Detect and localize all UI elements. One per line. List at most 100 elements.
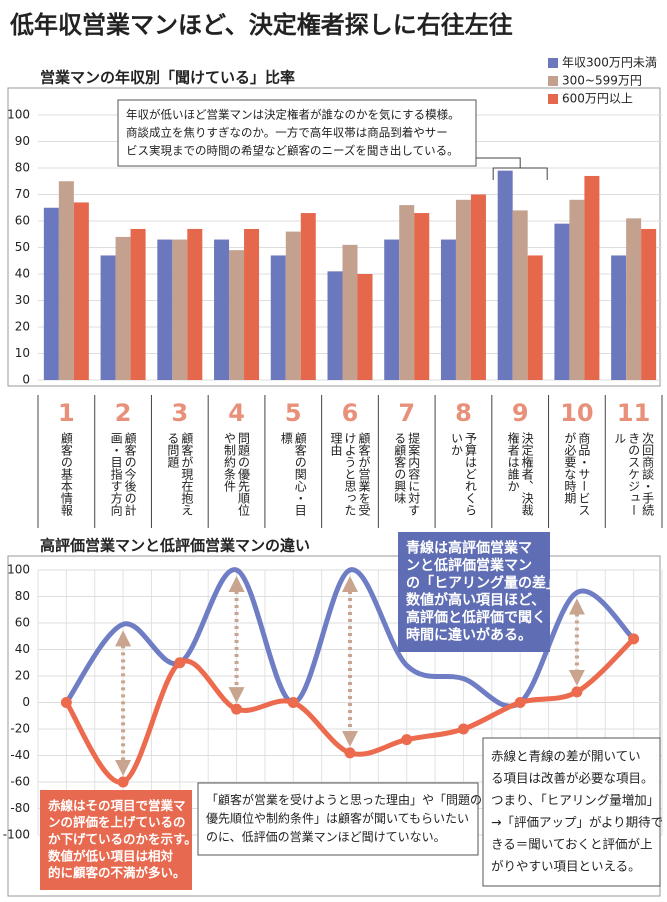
annotation-text: 数値が低い項目は相対 <box>47 848 174 863</box>
annotation-text: 高評価と低評価で聞く <box>406 609 546 626</box>
category-description-cell: 顧客の今後の計画・目指す方向 <box>95 432 152 528</box>
bar <box>229 250 245 380</box>
bar <box>300 213 316 380</box>
annotation-text: 「顧客が営業を受けようと思った理由」や「問題の <box>206 792 482 807</box>
category-description: 提案内容に対する顧客の興味 <box>392 432 421 516</box>
y-tick-label: 20 <box>15 320 30 334</box>
y-tick-label: 70 <box>15 187 30 201</box>
category-description: 商品・サービスが必要な時期 <box>562 432 591 516</box>
annotation-text: 年収が低いほど営業マンは決定権者が誰なのかを気にする模様。 <box>126 108 460 122</box>
annotation-text: ンの評価を上げているの <box>48 815 186 830</box>
category-number: 2 <box>115 399 132 427</box>
annotation-box <box>117 99 477 167</box>
bar <box>414 213 430 380</box>
annotation-text: ビス実現までの時間の希望など顧客のニーズを聞き出している。 <box>126 144 459 158</box>
legend-label: 300~599万円 <box>562 74 642 88</box>
point <box>174 657 186 669</box>
category-description-cell: 予算はどれくらいか <box>435 432 492 528</box>
y-tick-label: -60 <box>10 775 30 789</box>
point <box>457 723 469 735</box>
bar <box>157 239 173 380</box>
bar <box>187 228 203 380</box>
legend-label: 600万円以上 <box>562 92 633 106</box>
annotation-box <box>482 737 661 887</box>
annotation-text: のに、低評価の営業マンほど聞けていない。 <box>206 829 446 844</box>
annotation-text: か下げているのかを示す。 <box>48 832 197 847</box>
point <box>117 776 129 788</box>
legend-swatch <box>548 76 558 86</box>
y-tick-label: -100 <box>3 828 30 842</box>
bar <box>527 255 543 380</box>
point <box>571 686 583 698</box>
y-tick-label: 100 <box>7 563 30 577</box>
bar <box>73 202 89 380</box>
bar <box>285 231 301 380</box>
legend-swatch <box>548 94 558 104</box>
annotation-text: 赤線と青線の差が開いてい <box>491 749 641 764</box>
category-description: 顧客の今後の計画・目指す方向 <box>109 432 138 516</box>
point <box>514 697 526 708</box>
point <box>287 697 299 708</box>
category-number: 8 <box>455 399 472 427</box>
bar <box>569 199 585 380</box>
legend-label: 年収300万円未満 <box>562 56 657 70</box>
line-series <box>64 637 636 785</box>
bar <box>342 244 358 380</box>
bar <box>244 228 260 380</box>
point <box>401 734 413 746</box>
y-tick-label: 0 <box>22 373 30 387</box>
annotation-box <box>197 782 479 856</box>
category-number: 9 <box>512 399 529 427</box>
y-tick-label: 80 <box>15 161 30 175</box>
category-description-cell: 顧客が営業を受けようと思った理由 <box>322 432 379 528</box>
bar <box>58 181 74 380</box>
annotation-text: 優先順位や制約条件」は顧客が聞いてもらいたい <box>206 811 469 826</box>
category-description: 決定権者、決裁権者は誰か <box>506 432 535 516</box>
category-description: 次回商談・手続きのスケジュール <box>612 432 655 516</box>
annotation-text: つまり、「ヒアリング量増加」 <box>491 793 659 808</box>
annotation-text: きる＝聞いておくと評価が上 <box>491 837 653 852</box>
bar <box>43 207 59 380</box>
category-number: 6 <box>342 399 359 427</box>
bar <box>440 239 456 380</box>
bar <box>470 194 486 380</box>
bar <box>384 239 400 380</box>
bar <box>399 205 415 380</box>
bar <box>554 223 570 380</box>
category-description-cell: 問題の優先順位や制約条件 <box>208 432 265 528</box>
category-number: 11 <box>617 399 650 427</box>
bar <box>270 255 286 380</box>
annotation-text: 時間に違いがある。 <box>406 626 532 643</box>
category-number: 3 <box>171 399 188 427</box>
annotation-text: 数値が高い項目ほど、 <box>406 592 545 609</box>
y-tick-label: 90 <box>15 134 30 148</box>
annotation-box <box>398 532 550 652</box>
category-description: 顧客が現在抱える問題 <box>165 432 194 516</box>
y-tick-label: 40 <box>15 642 30 656</box>
point <box>231 703 243 715</box>
y-tick-label: 0 <box>22 695 30 709</box>
bar <box>584 175 600 380</box>
annotation-box <box>40 790 192 890</box>
category-description: 顧客の関心・目標 <box>279 432 308 516</box>
category-description-cell: 顧客の基本情報 <box>38 432 95 528</box>
line-series <box>64 567 636 709</box>
annotation-text: →「評価アップ」がより期待で <box>491 815 663 830</box>
bar <box>327 271 343 380</box>
bar <box>641 228 657 380</box>
annotation-text: 青線は高評価営業マ <box>406 540 532 557</box>
legend-swatch <box>548 58 558 68</box>
category-number: 4 <box>228 399 245 427</box>
category-description-cell: 提案内容に対する顧客の興味 <box>378 432 435 528</box>
bar <box>611 255 627 380</box>
category-description: 問題の優先順位や制約条件 <box>222 432 251 516</box>
category-number: 1 <box>58 399 75 427</box>
category-number: 7 <box>398 399 415 427</box>
bar <box>115 236 131 380</box>
category-description-cell: 次回商談・手続きのスケジュール <box>605 432 662 528</box>
point <box>60 697 72 708</box>
bar <box>100 255 116 380</box>
annotation-text: 赤線はその項目で営業マ <box>48 798 186 813</box>
